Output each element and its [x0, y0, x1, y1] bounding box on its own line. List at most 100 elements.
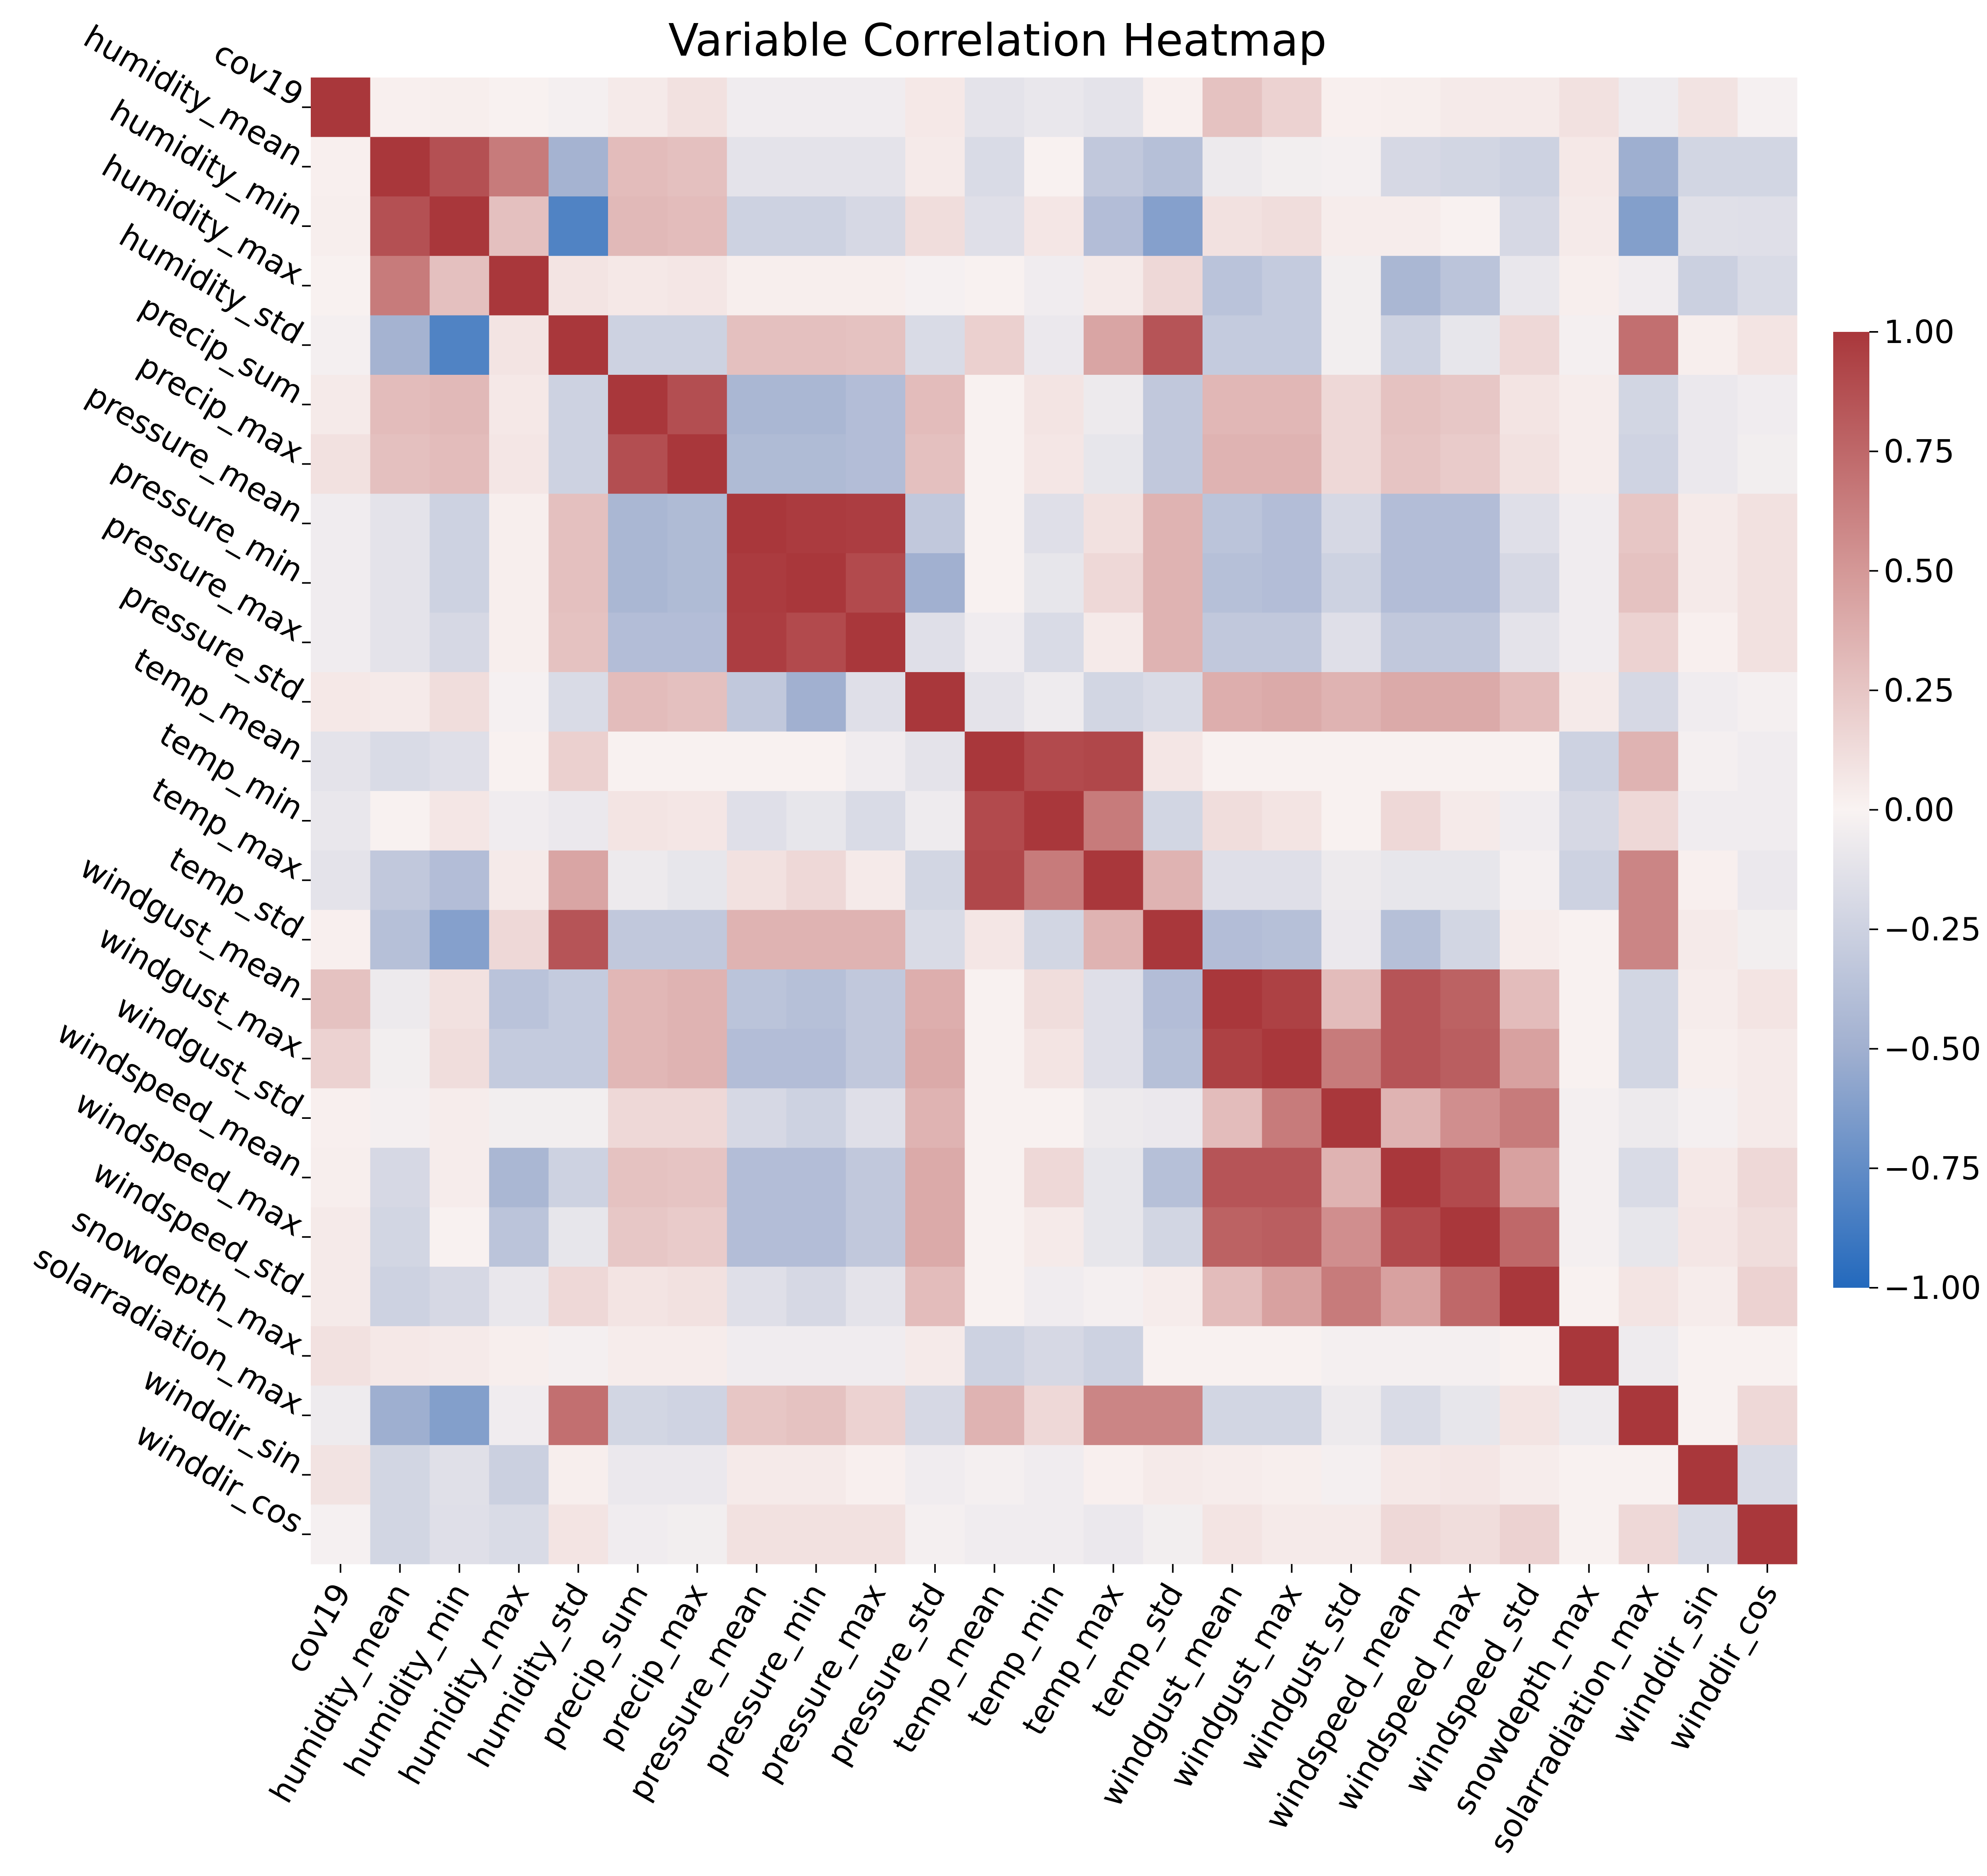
heatmap-cell	[1203, 731, 1263, 791]
heatmap-cell	[370, 78, 430, 138]
heatmap-cell	[667, 1267, 727, 1327]
heatmap-cell	[1083, 494, 1143, 554]
heatmap-cell	[548, 315, 608, 375]
heatmap-cell	[905, 910, 965, 970]
heatmap-cell	[1737, 1445, 1797, 1505]
heatmap-cell	[1321, 910, 1381, 970]
heatmap-cell	[905, 137, 965, 197]
heatmap-cell	[311, 256, 371, 316]
heatmap-cell	[1737, 256, 1797, 316]
heatmap-cell	[964, 1267, 1024, 1327]
colorbar-tick-label: 0.25	[1884, 672, 1954, 709]
heatmap-cell	[1024, 1147, 1084, 1207]
heatmap-cell	[1440, 1445, 1500, 1505]
heatmap-cell	[1321, 78, 1381, 138]
colorbar-tick-label: −0.25	[1884, 911, 1981, 948]
heatmap-cell	[905, 315, 965, 375]
heatmap-cell	[727, 256, 787, 316]
heatmap-cell	[608, 553, 668, 613]
heatmap-cell	[846, 315, 906, 375]
heatmap-cell	[905, 434, 965, 494]
heatmap-cell	[1619, 1207, 1679, 1267]
heatmap-cell	[548, 1445, 608, 1505]
heatmap-cell	[1262, 256, 1322, 316]
heatmap-cell	[1619, 1445, 1679, 1505]
heatmap-cell	[548, 1326, 608, 1386]
heatmap-cell	[370, 731, 430, 791]
heatmap-cell	[608, 1029, 668, 1089]
heatmap-cell	[1262, 1029, 1322, 1089]
heatmap-cell	[370, 612, 430, 672]
heatmap-cell	[1440, 731, 1500, 791]
chart-title: Variable Correlation Heatmap	[668, 15, 1327, 66]
heatmap-cell	[370, 553, 430, 613]
heatmap-cell	[430, 1504, 490, 1564]
heatmap-cell	[311, 434, 371, 494]
heatmap-cell	[1143, 850, 1203, 910]
heatmap-cell	[1024, 494, 1084, 554]
heatmap-cell	[1559, 1386, 1619, 1446]
heatmap-cell	[964, 850, 1024, 910]
heatmap-cell	[1262, 1207, 1322, 1267]
heatmap-cell	[489, 850, 549, 910]
heatmap-cell	[1024, 1029, 1084, 1089]
heatmap-cell	[1737, 969, 1797, 1029]
heatmap-cell	[1678, 1504, 1738, 1564]
heatmap-cell	[1143, 1088, 1203, 1148]
heatmap-cell	[608, 910, 668, 970]
heatmap-cell	[430, 672, 490, 732]
heatmap-cell	[1678, 553, 1738, 613]
heatmap-cell	[489, 1147, 549, 1207]
heatmap-cell	[370, 910, 430, 970]
heatmap-cell	[430, 553, 490, 613]
heatmap-cell	[964, 434, 1024, 494]
heatmap-cell	[370, 494, 430, 554]
heatmap-cell	[667, 791, 727, 851]
heatmap-cell	[1500, 969, 1560, 1029]
heatmap-cell	[1381, 1088, 1441, 1148]
colorbar-tick-label: 1.00	[1884, 314, 1954, 351]
heatmap-cell	[1321, 1445, 1381, 1505]
heatmap-cell	[1737, 1504, 1797, 1564]
colorbar: 1.00 0.75 0.50 0.25 0.00 −0.25 −0.50 −0.75 −1.00	[1833, 314, 1981, 1306]
heatmap-cell	[1143, 494, 1203, 554]
heatmap-cell	[430, 78, 490, 138]
heatmap-cell	[1737, 791, 1797, 851]
heatmap-cell	[1321, 672, 1381, 732]
heatmap-cell	[1203, 494, 1263, 554]
heatmap-cell	[1262, 731, 1322, 791]
heatmap-cell	[1024, 1207, 1084, 1267]
heatmap-cell	[608, 434, 668, 494]
heatmap-cell	[489, 1088, 549, 1148]
heatmap-cell	[964, 78, 1024, 138]
heatmap-cell	[1381, 1267, 1441, 1327]
colorbar-tick-label: 0.00	[1884, 792, 1954, 829]
heatmap-cell	[370, 137, 430, 197]
heatmap-cell	[1203, 672, 1263, 732]
heatmap-cell	[1321, 137, 1381, 197]
heatmap-cell	[846, 791, 906, 851]
heatmap-cell	[905, 1147, 965, 1207]
heatmap-cell	[905, 196, 965, 256]
heatmap-cell	[1024, 196, 1084, 256]
heatmap-cell	[964, 315, 1024, 375]
heatmap-cell	[1500, 78, 1560, 138]
heatmap-cell	[667, 1386, 727, 1446]
heatmap-cell	[1737, 612, 1797, 672]
heatmap-cell	[489, 78, 549, 138]
heatmap-cell	[1559, 315, 1619, 375]
heatmap-cell	[1143, 1267, 1203, 1327]
heatmap-cell	[786, 553, 846, 613]
heatmap-cell	[1559, 1147, 1619, 1207]
heatmap-cell	[548, 494, 608, 554]
heatmap-cell	[905, 612, 965, 672]
heatmap-cell	[489, 1029, 549, 1089]
heatmap-cell	[1321, 196, 1381, 256]
heatmap-cell	[1737, 731, 1797, 791]
heatmap-cell	[1678, 969, 1738, 1029]
heatmap-cell	[1559, 196, 1619, 256]
heatmap-cell	[1024, 137, 1084, 197]
heatmap-cell	[727, 78, 787, 138]
heatmap-cell	[1381, 969, 1441, 1029]
heatmap-cell	[1619, 791, 1679, 851]
